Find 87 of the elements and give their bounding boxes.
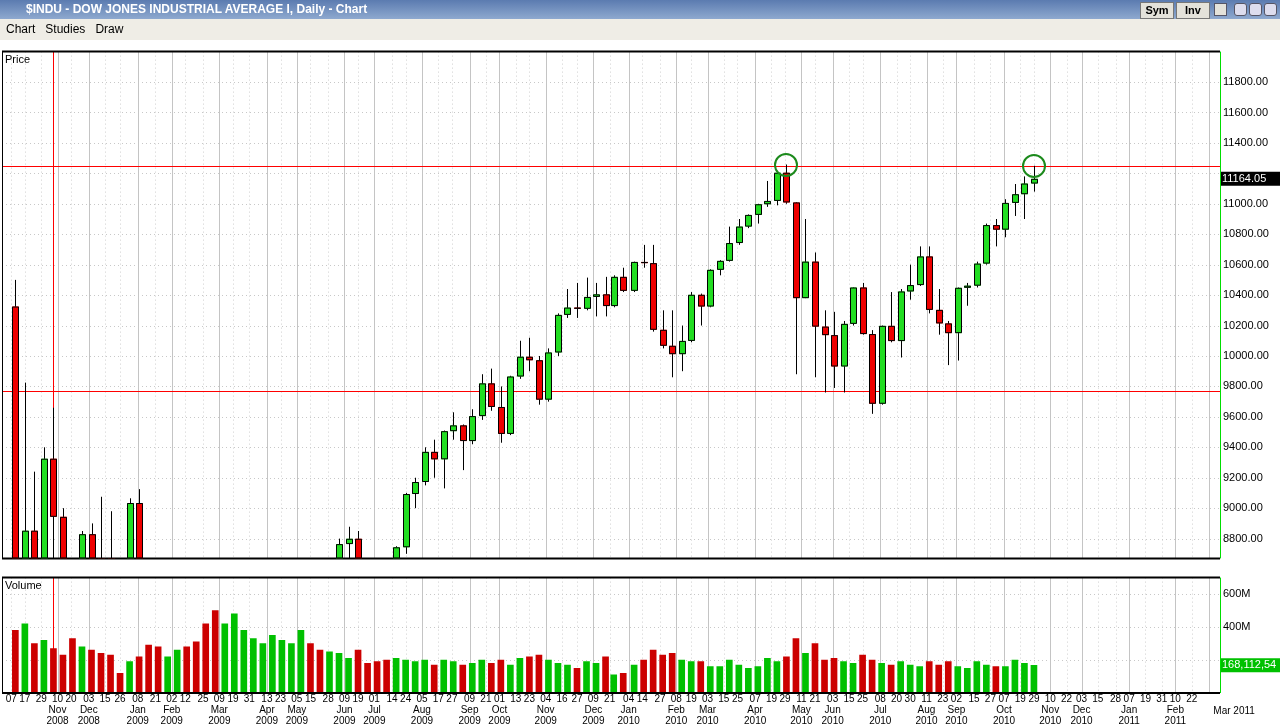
y-axis-title: Price: [5, 53, 31, 66]
y-tick-label: 11800.00: [1223, 75, 1269, 88]
x-tick-label: 19: [765, 693, 778, 705]
x-tick-label: 15: [843, 693, 855, 705]
x-tick-label: 16: [556, 693, 569, 705]
x-tick-label: 19: [685, 693, 698, 705]
x-tick-label: 28: [1109, 693, 1122, 705]
x-tick-label: 15: [968, 693, 981, 705]
y-tick-label: 10800.00: [1223, 227, 1269, 240]
text: 168,112,54: [1222, 658, 1277, 671]
x-tick-label: 19: [1014, 693, 1027, 705]
x-tick-label: 26: [114, 693, 127, 705]
y-tick-label: 9400.00: [1223, 440, 1263, 453]
x-tick-label: 25: [857, 693, 869, 705]
x-tick-label: 05 Aug 2009: [410, 693, 434, 727]
text: Mar 2011: [1213, 704, 1256, 716]
x-tick-label: 22: [1061, 693, 1073, 705]
y-tick-label: 10000.00: [1223, 349, 1269, 362]
x-tick-label: 15: [99, 693, 112, 705]
x-tick-label: 27: [654, 693, 666, 705]
x-tick-label: 09 Dec 2009: [582, 693, 605, 727]
x-tick-label: 14: [386, 693, 399, 705]
x-tick-label: 08 Jul 2010: [869, 693, 892, 727]
x-tick-label: 23: [274, 693, 287, 705]
text: Inv: [1176, 2, 1210, 19]
x-tick-label: 04 Nov 2009: [534, 693, 558, 727]
x-tick-label: 03 Dec 2008: [77, 693, 101, 727]
x-tick-label: 25: [197, 693, 210, 705]
y-tick-label: 9600.00: [1223, 409, 1263, 422]
x-tick-label: 07 Apr 2010: [744, 693, 767, 727]
x-tick-label: 29: [779, 693, 792, 705]
y-tick-label: 600M: [1223, 587, 1251, 600]
x-tick-label: 20: [891, 693, 903, 705]
x-tick-label: 08 Jan 2009: [126, 693, 150, 727]
y-tick-label: 11600.00: [1223, 105, 1269, 118]
x-tick-label: 21: [480, 693, 492, 705]
x-tick-label: 13: [510, 693, 522, 705]
x-tick-label: 30: [904, 693, 917, 705]
y-tick-label: 11400.00: [1223, 135, 1269, 148]
x-tick-label: 15: [718, 693, 730, 705]
x-tick-label: 31: [243, 693, 256, 705]
x-tick-label: 27: [571, 693, 583, 705]
y-tick-label: 9800.00: [1223, 379, 1263, 392]
x-tick-label: 21: [149, 693, 162, 705]
x-tick-label: 29: [1028, 693, 1040, 705]
x-tick-label: 14: [636, 693, 649, 705]
x-tick-label: 27: [984, 693, 997, 705]
chart-title: $INDU - DOW JONES INDUSTRIAL AVERAGE I, Daily - Chart: [26, 1, 368, 18]
text: Draw: [95, 22, 124, 36]
x-tick-label: 24: [400, 693, 412, 705]
y-tick-label: 10200.00: [1223, 318, 1269, 331]
x-tick-label: 03 Mar 2010: [696, 693, 720, 727]
y-tick-label: 9000.00: [1223, 501, 1263, 514]
x-tick-label: 15: [1092, 693, 1104, 705]
x-tick-label: 19: [1139, 693, 1152, 705]
x-tick-label: 17: [19, 693, 31, 705]
x-tick-label: 10 Nov 2010: [1039, 693, 1062, 727]
x-tick-label: 22: [1186, 693, 1198, 705]
x-tick-label: 28: [322, 693, 335, 705]
x-tick-label: 01 Jul 2009: [363, 693, 386, 727]
x-tick-label: 17: [432, 693, 445, 705]
x-tick-label: 07: [5, 693, 18, 705]
x-tick-label: 29: [35, 693, 48, 705]
text: Chart: [6, 22, 36, 36]
x-tick-label: 27: [446, 693, 458, 705]
x-tick-label: 21: [809, 693, 821, 705]
x-tick-label: 03 Jun 2010: [821, 693, 845, 727]
x-tick-label: 31: [1156, 693, 1168, 705]
y-tick-label: 400M: [1223, 620, 1251, 633]
x-tick-label: 19: [227, 693, 239, 705]
x-tick-label: 19: [352, 693, 365, 705]
text: Sym: [1140, 2, 1174, 19]
y-tick-label: 8800.00: [1223, 531, 1263, 544]
y-tick-label: 10600.00: [1223, 257, 1269, 270]
x-tick-label: 25: [731, 693, 744, 705]
x-tick-label: 12: [179, 693, 192, 705]
text: 11164.05: [1222, 171, 1267, 184]
y-tick-label: 9200.00: [1223, 470, 1263, 483]
x-tick-label: 23: [937, 693, 949, 705]
x-tick-label: 15: [304, 693, 317, 705]
x-tick-label: 21: [604, 693, 616, 705]
y-axis-title: Volume: [5, 579, 42, 592]
x-tick-label: 20: [65, 693, 78, 705]
y-tick-label: 10400.00: [1223, 288, 1269, 301]
text: Studies: [45, 22, 86, 36]
x-tick-label: 23: [523, 693, 536, 705]
y-tick-label: 11000.00: [1223, 196, 1269, 209]
